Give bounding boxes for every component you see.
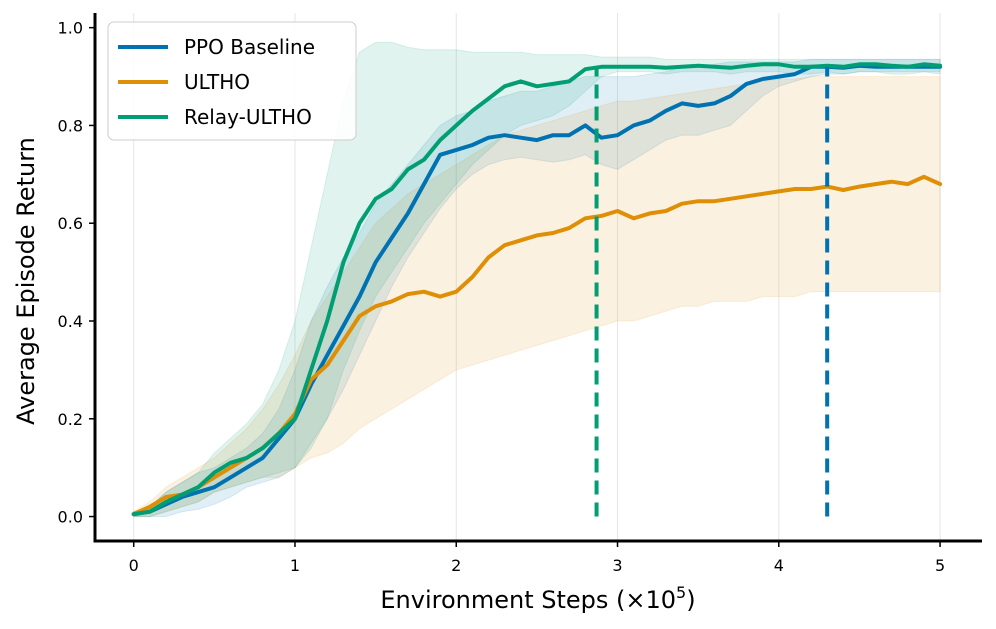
- relay-ultho-line: [131, 62, 943, 517]
- y-tick-label: 0.2: [58, 410, 83, 429]
- x-axis-label-close: ): [686, 586, 695, 614]
- band-layer: [133, 41, 941, 518]
- relay-ultho-band: [133, 41, 941, 518]
- x-axis-label-main: Environment Steps (×10: [380, 586, 676, 614]
- y-tick-label: 1.0: [58, 19, 83, 38]
- legend-label-ppo-baseline: PPO Baseline: [184, 35, 315, 59]
- x-tick-label: 0: [129, 556, 139, 575]
- x-tick-label: 1: [290, 556, 300, 575]
- x-tick-label: 4: [774, 556, 784, 575]
- legend: PPO Baseline ULTHO Relay-ULTHO: [107, 21, 357, 141]
- legend-box: [107, 21, 357, 141]
- y-axis-label: Average Episode Return: [12, 137, 40, 425]
- vline-layer: [594, 66, 830, 517]
- ppo-baseline-band: [133, 58, 941, 518]
- x-axis-label: Environment Steps (×105): [380, 583, 695, 614]
- axis-layer: 0 1 2 3 4 5 0.0 0.2 0.4 0.6 0.8 1.0: [58, 13, 982, 575]
- y-tick-label: 0.4: [58, 312, 83, 331]
- x-tick-label: 5: [935, 556, 945, 575]
- y-tick-label: 0.6: [58, 214, 83, 233]
- x-axis-label-sup: 5: [676, 583, 686, 602]
- ultho-band: [133, 76, 941, 518]
- legend-label-relay-ultho: Relay-ULTHO: [184, 105, 312, 129]
- ppo-baseline-line: [131, 63, 943, 517]
- x-tick-label: 3: [612, 556, 622, 575]
- line-layer: [131, 62, 943, 517]
- y-tick-label: 0.8: [58, 116, 83, 135]
- x-tick-label: 2: [451, 556, 461, 575]
- y-tick-label: 0.0: [58, 508, 83, 527]
- legend-label-ultho: ULTHO: [184, 70, 250, 94]
